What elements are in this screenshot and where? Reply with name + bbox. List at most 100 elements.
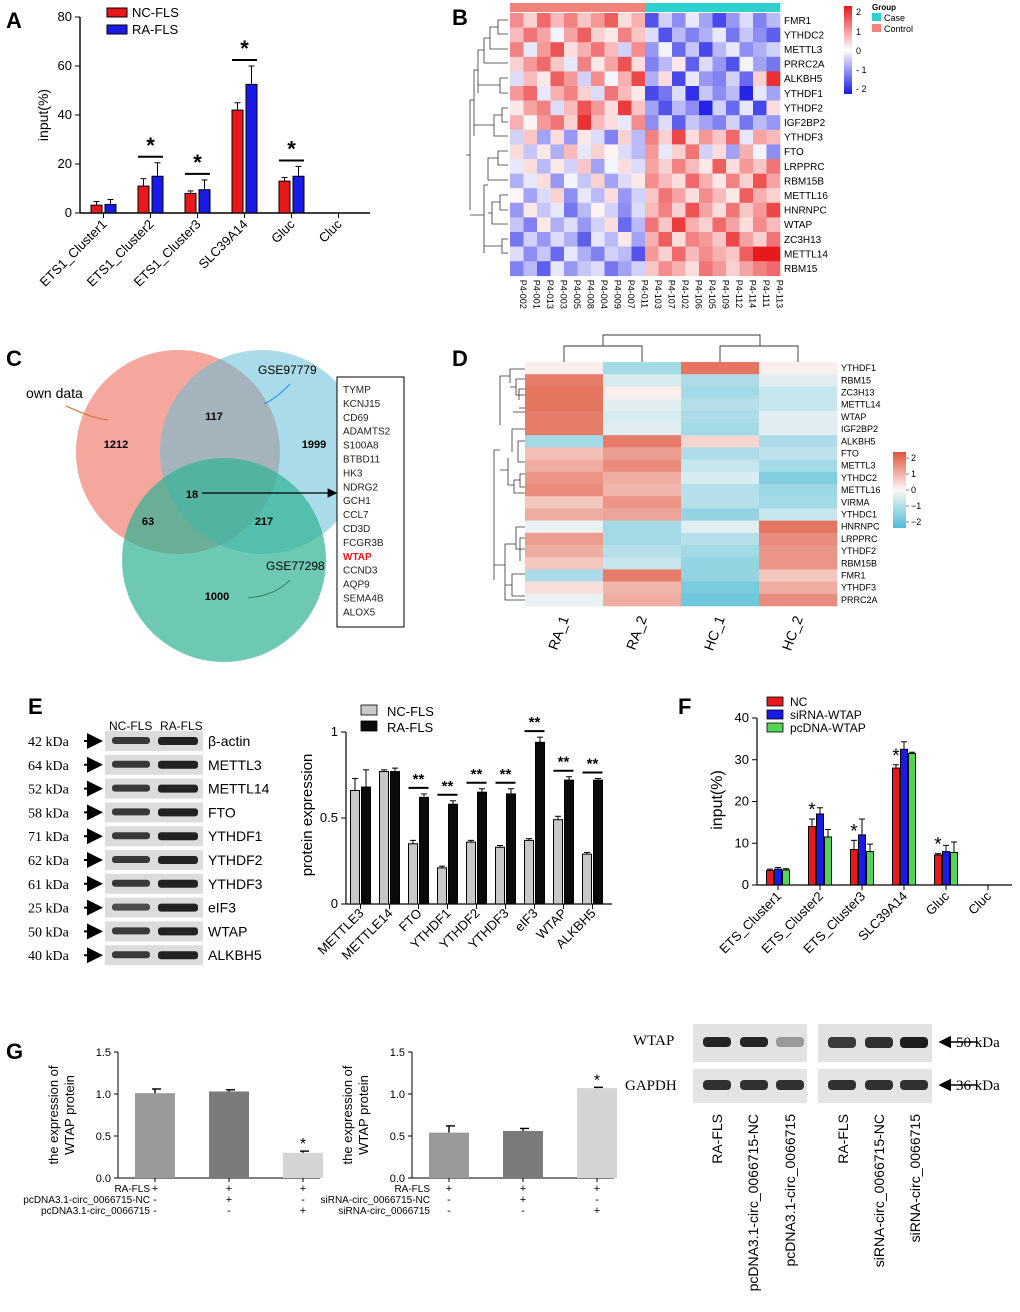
heatmap-cell <box>577 159 592 174</box>
heatmap-cell <box>631 100 646 116</box>
y-tick-label: 1.5 <box>390 1047 405 1059</box>
heatmap-cell <box>672 27 686 43</box>
blot-protein-label: YTHDF3 <box>208 876 263 892</box>
y-axis-label: input(%) <box>35 89 51 141</box>
blot-band <box>828 1037 856 1048</box>
heatmap-cell <box>685 56 700 72</box>
heatmap-cell <box>577 86 592 101</box>
blot-row-label: GAPDH <box>625 1078 677 1094</box>
y-axis-label: input(%) <box>709 770 726 830</box>
bar <box>278 180 291 214</box>
bar <box>900 748 908 886</box>
heatmap-cell <box>739 144 754 160</box>
heatmap-cell <box>759 496 838 509</box>
heatmap-cell <box>604 71 619 87</box>
heatmap-cell <box>658 129 673 145</box>
heatmap-cell <box>604 42 619 58</box>
heatmap-cell <box>577 56 592 72</box>
heatmap-cell <box>618 144 632 160</box>
blot-membrane <box>105 897 203 918</box>
heatmap-cell <box>726 71 740 87</box>
heatmap-cell <box>726 232 740 247</box>
heatmap-cell <box>523 100 538 116</box>
heatmap-cell <box>618 217 632 233</box>
heatmap-cell <box>753 246 767 262</box>
heatmap-cell <box>681 447 760 460</box>
design-mark: - <box>153 1194 157 1206</box>
heatmap-cell <box>699 56 713 72</box>
heatmap-cell <box>685 42 700 58</box>
heatmap-cell <box>681 593 760 607</box>
heatmap-cell <box>759 569 838 582</box>
heatmap-cell <box>726 188 740 204</box>
heatmap-cell <box>712 232 727 247</box>
heatmap-cell <box>681 496 760 509</box>
chart-e-legend: NC-FLS RA-FLS <box>360 704 434 735</box>
column-label: P4-107 <box>666 280 676 309</box>
heatmap-cell <box>759 447 838 460</box>
heatmap-cell <box>658 202 673 218</box>
column-label: HC_2 <box>779 613 806 652</box>
heatmap-cell <box>603 569 682 582</box>
chart-a-legend: NC-FLS RA-FLS <box>106 5 179 37</box>
row-label: FTO <box>784 147 804 158</box>
row-label: ZC3H13 <box>841 388 875 398</box>
bar <box>231 109 244 214</box>
heatmap-cell <box>685 246 700 262</box>
heatmap-cell <box>681 374 760 387</box>
heatmap-cell <box>604 13 619 28</box>
heatmap-cell <box>699 86 713 101</box>
heatmap-cell <box>685 202 700 218</box>
heatmap-cell <box>739 42 754 58</box>
heatmap-cell <box>753 86 767 101</box>
heatmap-cell <box>759 398 838 412</box>
row-label: ALKBH5 <box>784 74 823 85</box>
blot-kda-label: 58 kDa <box>28 806 70 821</box>
heatmap-cell <box>564 232 578 247</box>
heatmap-cell <box>525 435 604 448</box>
heatmap-cell <box>591 27 605 43</box>
heatmap-cell <box>564 56 578 72</box>
blot-protein-label: eIF3 <box>208 900 236 916</box>
bar <box>419 796 429 905</box>
y-tick-label: 1.5 <box>96 1047 111 1059</box>
heatmap-cell <box>564 86 578 101</box>
gene-list-item: FCGR3B <box>343 538 384 549</box>
legend-swatch-case <box>872 13 881 21</box>
heatmap-cell <box>766 129 781 145</box>
heatmap-cell <box>604 100 619 116</box>
heatmap-cell <box>525 557 604 570</box>
heatmap-cell <box>645 202 659 218</box>
bar <box>524 839 534 905</box>
scale-tick: 0 <box>856 46 861 56</box>
blot-lane-label: pcDNA3.1-circ_0066715 <box>782 1114 798 1267</box>
row-label: HNRNPC <box>841 522 880 532</box>
heatmap-cell <box>604 159 619 174</box>
heatmap-cell <box>681 557 760 570</box>
y-tick-label: 1.0 <box>390 1089 405 1101</box>
bar <box>437 867 447 905</box>
blot-kda-label: 61 kDa <box>28 878 70 893</box>
heatmap-cell <box>604 173 619 189</box>
heatmap-cell <box>658 115 673 131</box>
y-tick-label: 10 <box>735 835 749 850</box>
row-label: WTAP <box>784 220 812 231</box>
y-tick-label: 0.0 <box>96 1173 111 1185</box>
heatmap-cell <box>685 261 700 277</box>
heatmap-cell <box>525 496 604 509</box>
row-label: YTHDC2 <box>841 473 877 483</box>
set-label: GSE77298 <box>266 559 325 573</box>
heatmap-cell <box>523 159 538 174</box>
heatmap-cell <box>618 100 632 116</box>
blot-lane-header: RA-FLS <box>160 719 203 733</box>
heatmap-cell <box>681 471 760 485</box>
heatmap-cell <box>603 484 682 497</box>
column-label: P4-001 <box>531 280 541 309</box>
heatmap-cell <box>523 173 538 189</box>
heatmap-cell <box>739 27 754 43</box>
heatmap-cell <box>759 593 838 607</box>
scale-tick: 1 <box>911 469 916 479</box>
blot-kda-label: 50 kDa <box>28 925 70 940</box>
heatmap-cell <box>525 362 604 375</box>
heatmap-cell <box>510 42 524 58</box>
